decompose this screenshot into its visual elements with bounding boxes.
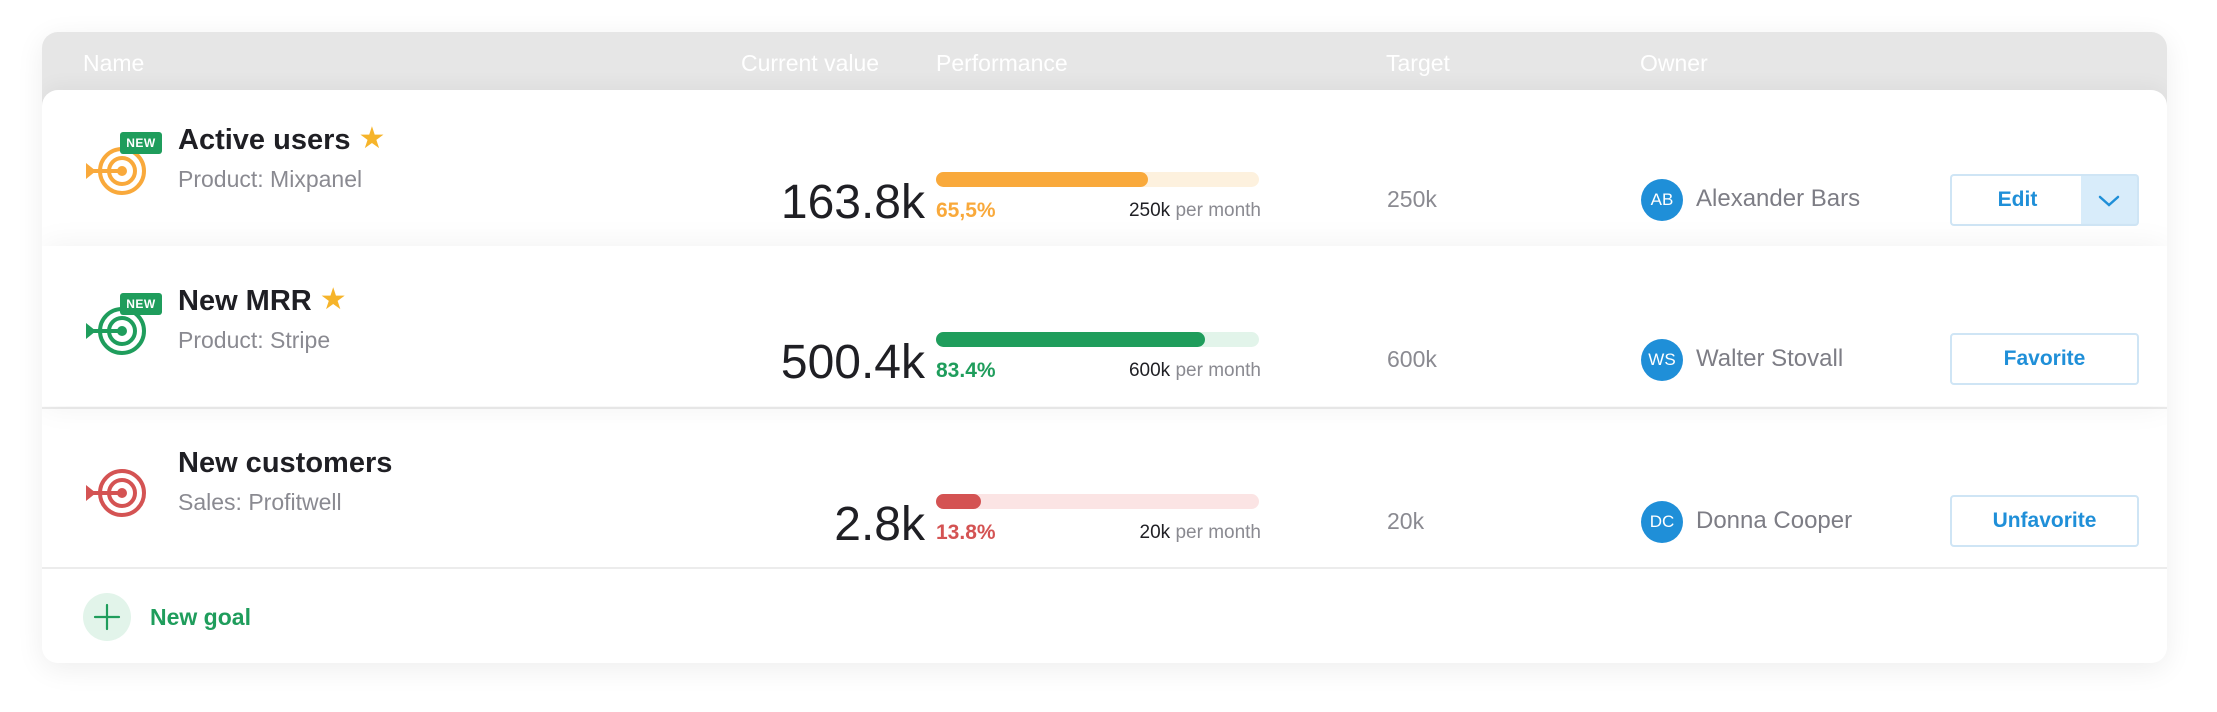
progress-bar [936,332,1259,347]
column-header-name: Name [83,50,145,76]
target-rate-amount: 20k [1139,522,1171,543]
goal-title-text[interactable]: Active users [178,124,351,156]
add-goal-button[interactable] [83,593,131,641]
target-rate-period: per month [1175,360,1261,381]
goal-source: Product: Stripe [178,327,331,353]
owner-name: Alexander Bars [1696,185,1861,212]
target-value: 250k [1387,186,1437,212]
progress-bar-fill [936,332,1206,347]
target-rate: 250k per month [1129,199,1261,223]
target-rate-period: per month [1175,200,1261,221]
performance-percent: 83.4% [936,359,996,382]
new-goal-row[interactable]: New goal [42,567,2167,663]
owner-name: Donna Cooper [1696,507,1853,534]
performance-percent: 65,5% [936,199,996,222]
progress-bar [936,494,1259,509]
goal-title-text[interactable]: New MRR [178,285,312,317]
avatar: WS [1641,339,1683,381]
progress-bar-fill [936,494,981,509]
plus-icon [93,603,121,631]
avatar: DC [1641,501,1683,543]
progress-bar [936,172,1259,187]
current-value: 163.8k [780,176,925,229]
new-badge: NEW [120,293,162,315]
target-value: 600k [1387,346,1437,372]
edit-button[interactable]: Edit [1950,174,2083,226]
edit-dropdown-button[interactable] [2081,174,2139,226]
column-header-target: Target [1386,50,1450,76]
avatar: AB [1641,179,1683,221]
current-value: 2.8k [834,498,925,551]
owner-name: Walter Stovall [1696,345,1844,372]
target-rate-amount: 600k [1128,360,1171,381]
target-value: 20k [1387,508,1425,534]
target-rate-period: per month [1175,522,1261,543]
new-goal-link[interactable]: New goal [150,604,251,630]
favorite-button[interactable]: Favorite [1950,333,2139,385]
column-header-current-value: Current value [741,50,880,76]
target-arrow-icon [84,463,152,523]
chevron-down-icon [2098,195,2120,207]
table-row[interactable]: NEW New MRR ★ Product: Stripe 500.4k 83.4… [42,246,2167,406]
target-rate: 600k per month [1129,359,1261,383]
goal-title[interactable]: New customers [178,447,393,479]
current-value: 500.4k [780,336,925,389]
goal-title[interactable]: New MRR ★ [178,284,347,318]
target-rate: 20k per month [1140,521,1261,545]
star-icon[interactable]: ★ [319,283,347,316]
star-icon[interactable]: ★ [358,122,386,155]
goal-title[interactable]: Active users ★ [178,123,385,157]
new-badge: NEW [120,132,162,154]
unfavorite-button[interactable]: Unfavorite [1950,495,2139,547]
goal-source: Product: Mixpanel [178,166,363,192]
performance-percent: 13.8% [936,521,996,544]
goals-table: Name Current value Performance Target Ow… [42,32,2167,663]
column-header-performance: Performance [936,50,1068,76]
progress-bar-fill [936,172,1148,187]
target-rate-amount: 250k [1128,200,1171,221]
goal-source: Sales: Profitwell [178,489,342,515]
column-header-owner: Owner [1640,50,1708,76]
